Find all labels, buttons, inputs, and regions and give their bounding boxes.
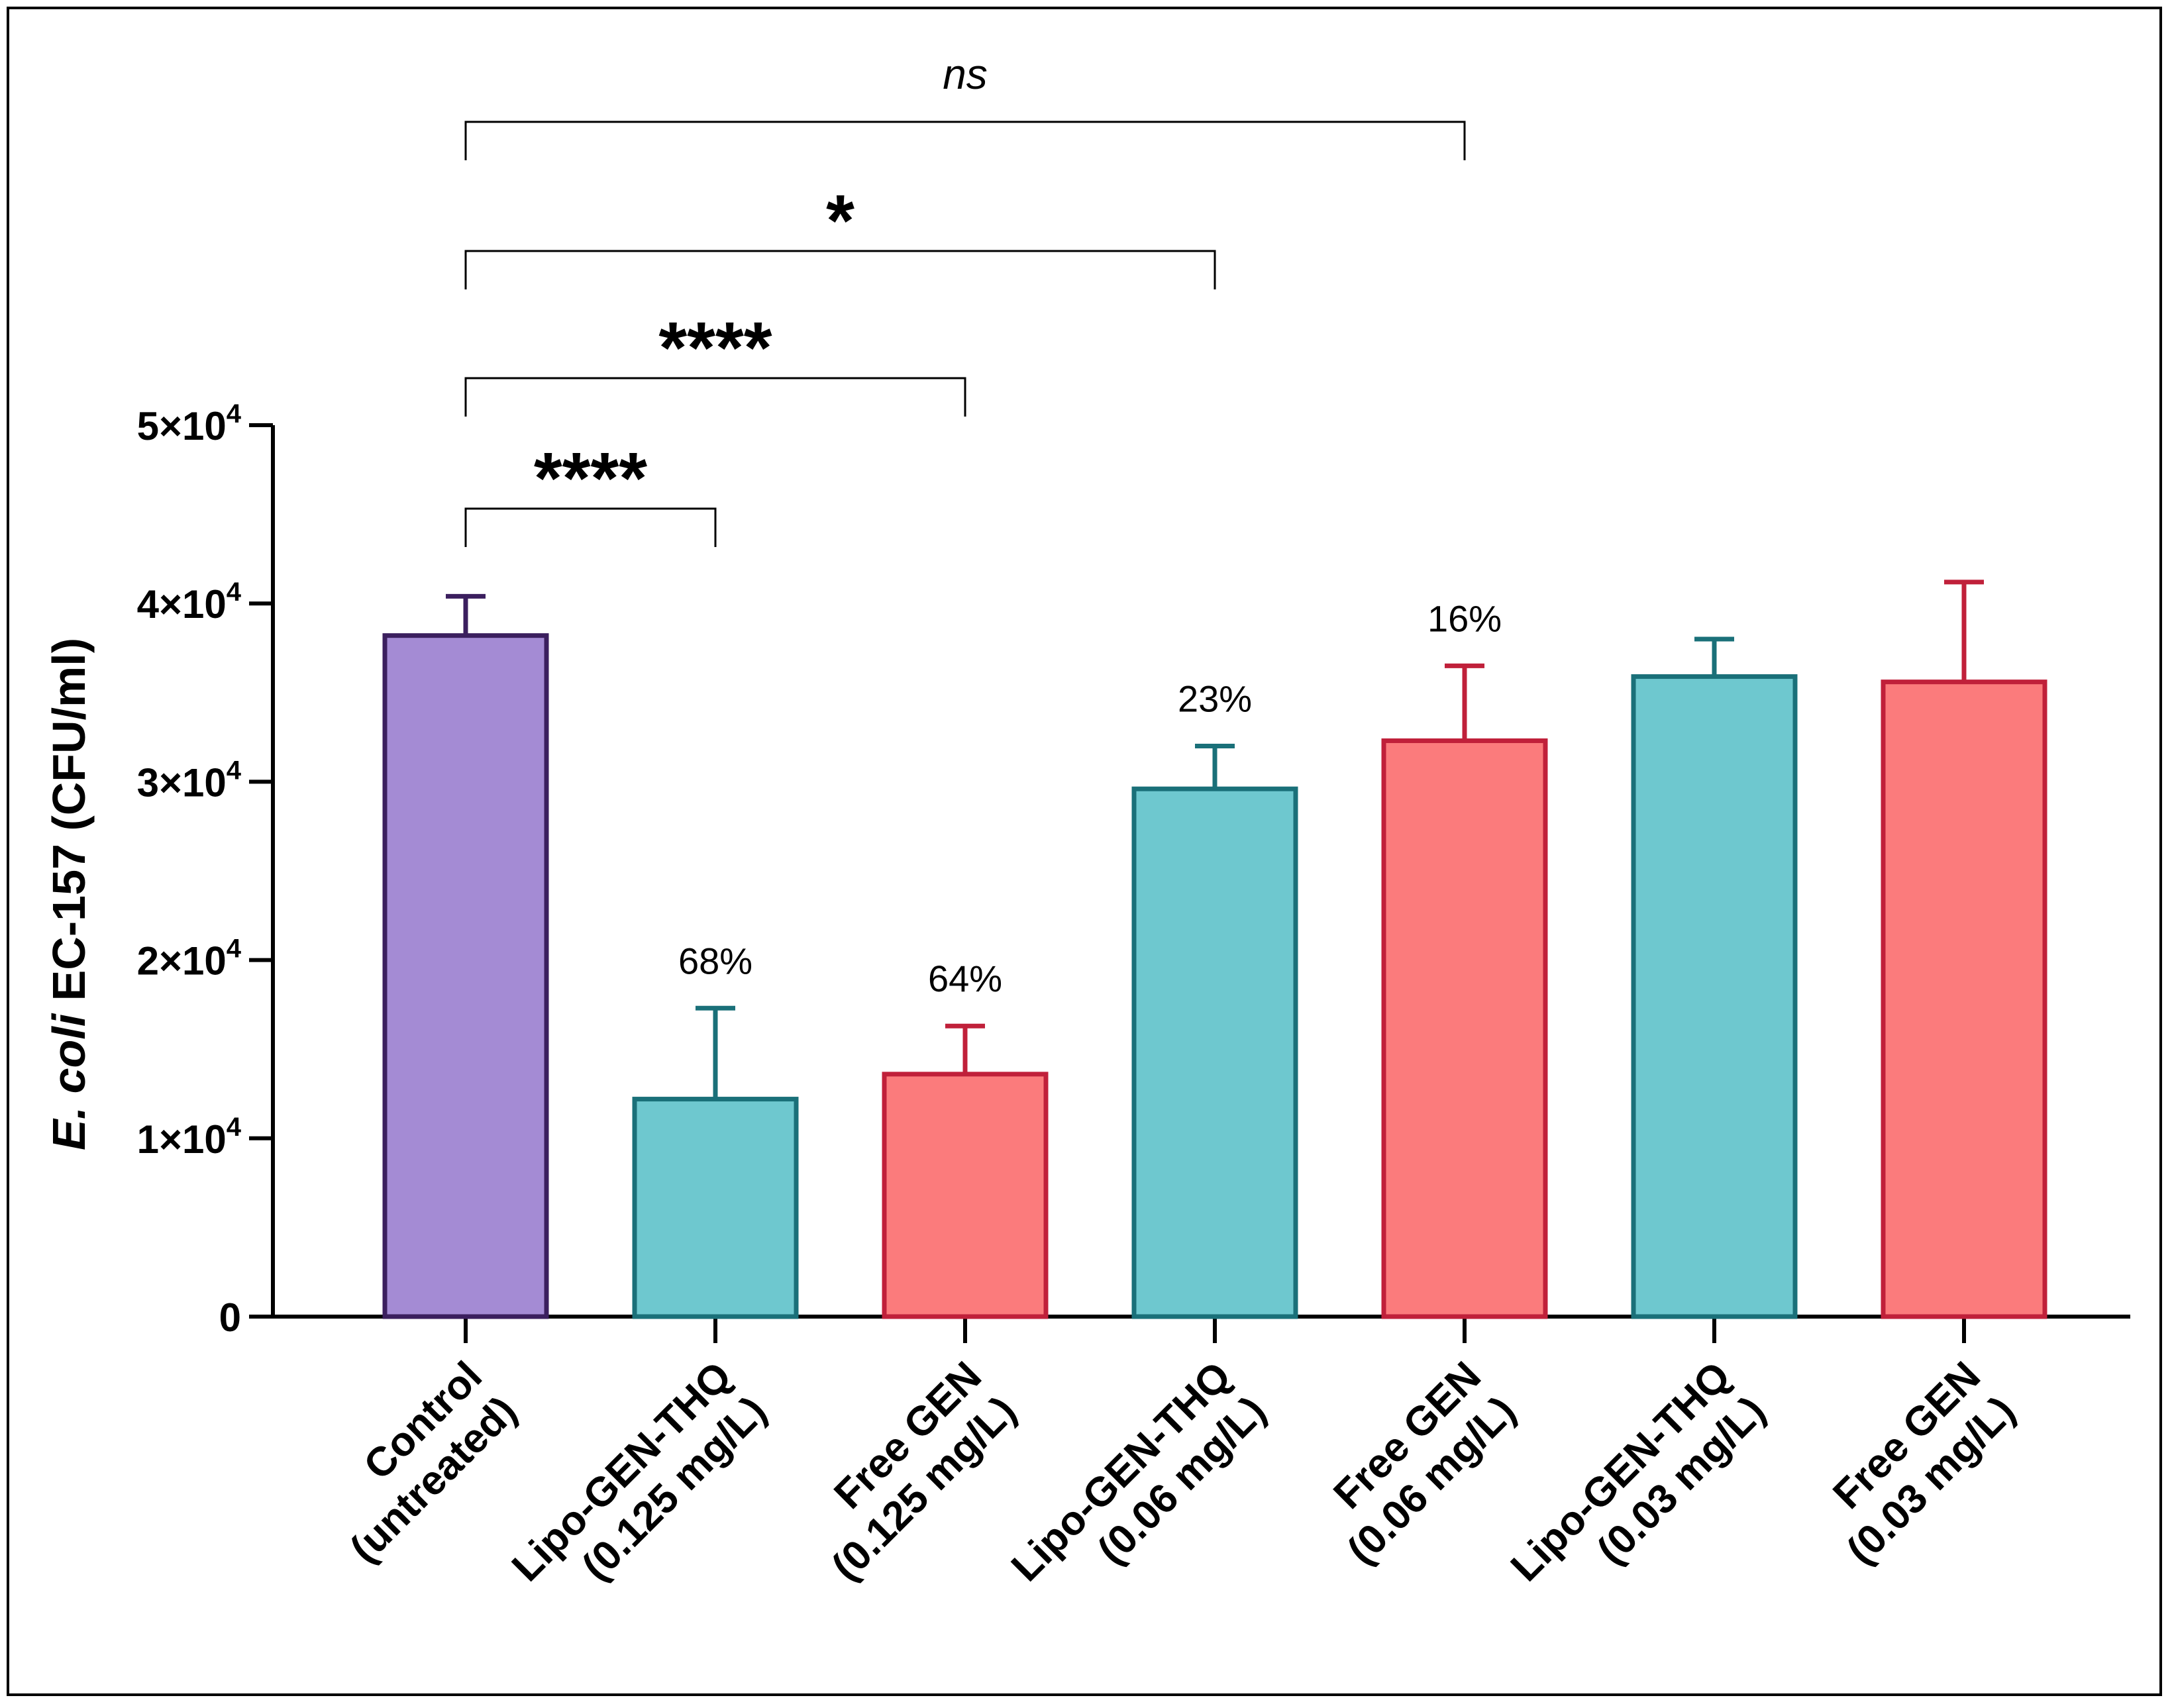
y-tick-label: 4×104 [137,578,242,627]
percent-annotation: 68% [678,940,752,981]
significance-bracket [464,377,966,417]
y-axis-label-italic: E. coli [43,1013,95,1150]
percent-annotations: 68% 64% 23% 16% [678,597,1502,999]
bar [1131,786,1298,1319]
percent-annotation: 16% [1427,597,1502,639]
significance-brackets: *********ns [464,50,1466,547]
y-tick-label: 3×104 [137,756,242,805]
significance-label: * [826,180,854,262]
significance-bracket [464,250,1216,289]
category-labels: Control(untreated)Lipo-GEN-THQ(0.125 mg/… [307,1353,2024,1625]
category-label: Free GEN(0.06 mg/L) [1304,1353,1525,1574]
significance-bracket [464,507,717,547]
significance-label: ns [943,50,988,98]
category-label: Lipo-GEN-THQ(0.125 mg/L) [503,1353,775,1625]
category-label: Free GEN(0.125 mg/L) [788,1353,1025,1589]
bar [1381,738,1548,1319]
bar [1881,679,2047,1319]
chart-frame [7,7,2162,1696]
category-label: Control(untreated) [307,1353,525,1572]
percent-annotation: 23% [1178,678,1252,720]
y-tick-label: 0 [219,1295,241,1340]
y-axis-label-rest: EC-157 (CFU/ml) [43,638,95,1014]
category-label: Free GEN(0.03 mg/L) [1804,1353,2024,1574]
category-label: Lipo-GEN-THQ(0.03 mg/L) [1502,1353,1774,1625]
y-tick-label: 2×104 [137,934,242,983]
y-tick-label: 5×104 [137,399,242,448]
significance-bracket [464,121,1466,160]
error-bars [446,579,1984,1099]
y-axis-label: E. coli EC-157 (CFU/ml) [43,638,95,1150]
bar [632,1097,799,1319]
x-axis [273,1315,2130,1343]
y-axis: 0 1×104 2×104 3×104 4×104 5×104 [137,399,275,1340]
significance-label: **** [658,307,772,389]
bar [382,633,549,1319]
bars [382,633,2047,1319]
significance-label: **** [534,438,647,519]
percent-annotation: 64% [928,958,1002,999]
bar [1631,674,1798,1319]
bar [882,1072,1049,1319]
category-label: Lipo-GEN-THQ(0.06 mg/L) [1003,1353,1274,1625]
y-tick-label: 1×104 [137,1113,242,1162]
